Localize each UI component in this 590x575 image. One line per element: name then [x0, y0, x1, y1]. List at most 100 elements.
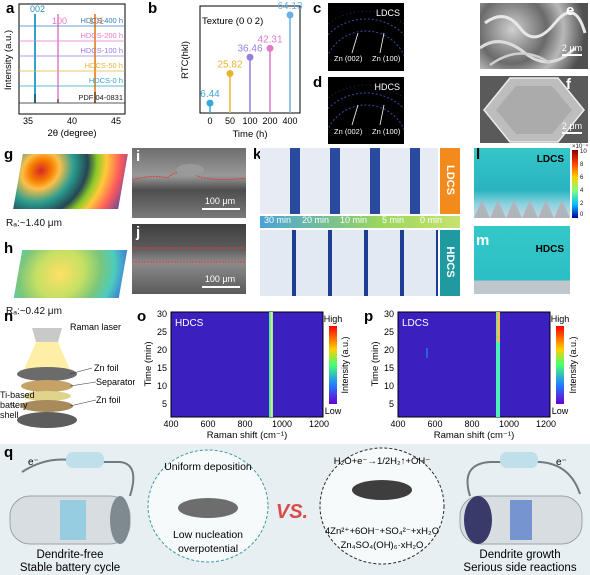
raman-ldcs-ylabel: Time (min) [370, 341, 381, 386]
raman-ldcs-ytick-20: 20 [384, 345, 394, 355]
equation-1: H₂O+e⁻→1/2H₂↑+OH⁻ [334, 456, 431, 467]
saed-hdcs-image: HDCS Zn (002) Zn (100) [328, 77, 404, 144]
raman-ldcs-cbar-high: High [551, 314, 570, 324]
raman-hdcs-ytick-15: 15 [157, 363, 167, 373]
panel-label-p: p [364, 308, 374, 325]
rtc-xtick-0: 0 [207, 116, 212, 126]
rtc-point-1 [226, 70, 234, 78]
rtc-value-label-4: 64.13 [277, 1, 302, 12]
optical-top-strip [260, 148, 438, 214]
panel-label-o: o [137, 308, 147, 325]
panel-label-k: k [253, 146, 262, 163]
raman-hdcs-ytick-10: 10 [157, 381, 167, 391]
series-label-50h: HDCS-50 h [85, 61, 123, 70]
rtc-point-4 [286, 11, 294, 19]
sem-ldcs-image: 2 μm [480, 3, 588, 69]
peak-label-101: 101 [89, 16, 104, 26]
rtc-value-label-2: 36.46 [237, 43, 262, 54]
panel-d: d HDCS Zn (002) Zn (100) [310, 74, 405, 146]
rtc-point-2 [246, 53, 254, 61]
field-hdcs-tag: HDCS [536, 244, 565, 255]
panel-j: 100 μm j [130, 222, 248, 296]
rtc-point-0 [206, 99, 214, 107]
raman-ldcs-cbar-label: Intensity (a.u.) [568, 336, 578, 393]
field-hdcs-map: HDCS [474, 226, 570, 294]
mechanism-scheme: e⁻ Uniform deposition Low nucleation ove… [9, 447, 583, 574]
roughness-hdcs-ra: Rₐ:~0.42 μm [6, 306, 62, 317]
raman-hdcs-xlabel: Raman shift (cm⁻¹) [207, 430, 288, 440]
low-nucleation-2: overpotential [178, 543, 238, 555]
field-ldcs-map: LDCS [474, 148, 570, 218]
panel-label-g: g [4, 146, 14, 163]
panel-a: a 002 100 101 HDCS-400 h HDCS-200 h HDCS… [0, 0, 140, 145]
time-arrow: 30 min 20 min 10 min 5 min 0 min [260, 215, 460, 228]
panel-f: 2 μm f [408, 74, 590, 146]
rtc-title: Texture (0 0 2) [202, 16, 263, 27]
roughness-ldcs-ra: Rₐ:~1.40 μm [6, 218, 62, 229]
cross-section-ldcs-image: 100 μm [132, 148, 246, 218]
raman-hdcs-cbar-label: Intensity (a.u.) [340, 336, 350, 393]
peak-label-100: 100 [52, 16, 67, 26]
electron-right: e⁻ [556, 457, 567, 468]
panel-m: HDCS m [472, 224, 590, 300]
raman-hdcs-xtick-800: 800 [237, 419, 252, 429]
xrd-ylabel: Intensity (a.u.) [3, 30, 14, 90]
raman-hdcs-ytick-30: 30 [157, 309, 167, 319]
rtc-xlabel: Time (h) [232, 129, 267, 140]
battery-shell-label: Ti-based battery shell [0, 390, 35, 420]
saed-hdcs-label-002: Zn (002) [334, 127, 363, 136]
optical-ldcs-tag: LDCS [440, 148, 460, 214]
panel-i: 100 μm i [130, 146, 248, 220]
cross-ldcs-scale: 100 μm [205, 196, 235, 206]
field-cbar-tick-2: 2 [580, 201, 584, 207]
xrd-xlabel: 2θ (degree) [47, 128, 96, 139]
raman-ldcs-ytick-15: 15 [384, 363, 394, 373]
raman-ldcs-heatmap: LDCS 400 600 800 1000 1200 Raman shift (… [370, 309, 578, 440]
rtc-point-3 [266, 44, 274, 52]
panel-p: p LDCS 400 600 800 1000 1200 Raman shift… [362, 308, 590, 440]
saed-ldcs-label-002: Zn (002) [334, 54, 363, 63]
panel-label-d: d [313, 74, 323, 91]
raman-ldcs-ytick-5: 5 [389, 399, 394, 409]
optical-bottom-strip [260, 230, 438, 296]
saed-ldcs-label-100: Zn (100) [372, 54, 401, 63]
raman-hdcs-xtick-1000: 1000 [272, 419, 292, 429]
series-label-0h: HDCS-0 h [89, 76, 123, 85]
sem-hdcs-image: 2 μm [480, 76, 588, 143]
series-label-100h: HDCS-100 h [80, 46, 123, 55]
panel-label-j: j [136, 224, 141, 241]
time-label-0: 0 min [420, 215, 443, 225]
cross-hdcs-scale: 100 μm [205, 274, 235, 284]
raman-hdcs-heatmap: HDCS 400 600 800 1000 1200 Raman shift (… [143, 309, 350, 440]
raman-ldcs-xtick-400: 400 [390, 419, 405, 429]
rtc-xtick-3: 200 [262, 116, 277, 126]
saed-hdcs-tag: HDCS [374, 82, 400, 92]
rtc-value-label-3: 42.31 [257, 34, 282, 45]
time-label-10: 10 min [340, 215, 368, 225]
raman-ldcs-xtick-1000: 1000 [499, 419, 519, 429]
sem-hdcs-scale: 2 μm [562, 121, 582, 131]
panel-label-n: n [4, 308, 14, 325]
saed-ldcs-tag: LDCS [376, 8, 400, 18]
panel-label-e: e [566, 2, 575, 19]
rtc-xtick-4: 400 [282, 116, 297, 126]
field-cbar-tick-0: 0 [580, 212, 584, 218]
right-caption-1: Dendrite growth [479, 549, 560, 561]
time-label-5: 5 min [382, 215, 405, 225]
panel-l: LDCS l ×10⁻⁴ 10 8 6 4 2 0 [472, 144, 590, 222]
raman-ldcs-ytick-25: 25 [384, 327, 394, 337]
panel-k: k LDCS 30 min 20 min 10 min 5 min 0 min … [250, 146, 470, 298]
rtc-chart: Texture (0 0 2) Time (h) RTC(hkl) 6.44 0 2… [180, 1, 303, 140]
equation-2: 4Zn²⁺+6OH⁻+SO₄²⁻+xH₂O [325, 526, 439, 537]
sem-ldcs-scale: 2 μm [562, 43, 582, 53]
zn-foil-bottom-label: Zn foil [96, 395, 121, 405]
panel-c: c LDCS Zn (002) Zn (100) [310, 0, 405, 72]
panel-e: 2 μm e [408, 0, 590, 72]
optical-hdcs-tag: HDCS [440, 230, 460, 296]
panel-label-f: f [566, 76, 571, 93]
field-cbar-tick-8: 8 [580, 162, 584, 168]
low-nucleation-1: Low nucleation [173, 529, 243, 541]
xtick-35: 35 [23, 116, 33, 126]
raman-hdcs-ytick-5: 5 [162, 399, 167, 409]
panel-h: h Rₐ:~0.42 μm [0, 240, 130, 330]
